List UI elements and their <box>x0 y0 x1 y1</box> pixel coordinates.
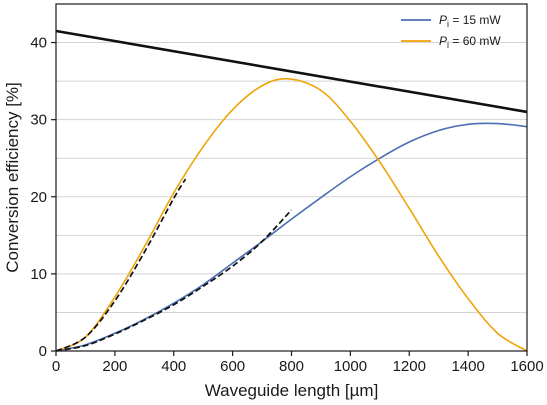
plot-frame <box>55 3 528 352</box>
y-axis-title: Conversion efficiency [%] <box>3 82 22 273</box>
y-tick-label: 30 <box>30 112 47 129</box>
x-tick-label: 1000 <box>334 358 367 375</box>
y-tick-label: 0 <box>39 343 47 360</box>
x-tick-label: 200 <box>102 358 127 375</box>
y-tick-label: 10 <box>30 266 47 283</box>
x-tick-label: 600 <box>220 358 245 375</box>
x-tick-label: 1200 <box>393 358 426 375</box>
x-tick-label: 800 <box>279 358 304 375</box>
series-line-orange <box>55 77 528 352</box>
series-line-black-line <box>55 29 528 114</box>
x-axis-title: Waveguide length [µm] <box>205 381 379 400</box>
y-tick-label: 20 <box>30 189 47 206</box>
legend: Pi = 15 mW Pi = 60 mW <box>401 13 501 50</box>
x-axis-ticks: 0 200 400 600 800 1000 1200 1400 1600 <box>52 351 544 375</box>
y-axis-ticks: 0 10 20 30 40 <box>30 35 56 360</box>
y-tick-label: 40 <box>30 35 47 52</box>
gridlines <box>56 42 527 313</box>
series-line-blue <box>55 122 528 352</box>
x-tick-label: 1600 <box>510 358 543 375</box>
series-group <box>55 29 528 352</box>
x-tick-label: 0 <box>52 358 60 375</box>
series-line-orange-fit <box>55 178 187 352</box>
x-tick-label: 1400 <box>451 358 484 375</box>
x-tick-label: 400 <box>161 358 186 375</box>
legend-entry-label: Pi = 15 mW <box>439 13 501 29</box>
legend-entry-label: Pi = 60 mW <box>439 34 501 50</box>
series-line-blue-fit <box>55 209 293 352</box>
